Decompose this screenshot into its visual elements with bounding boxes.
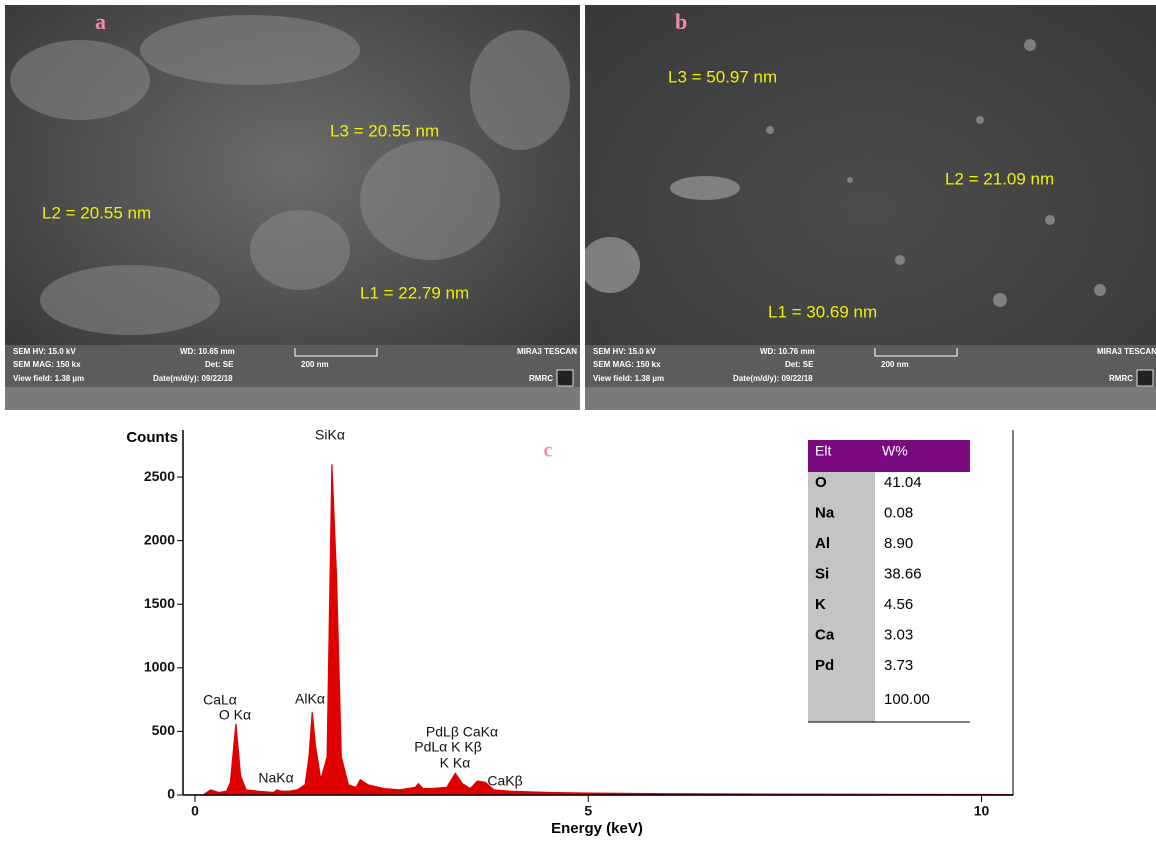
- info-hv: SEM HV: 15.0 kV: [13, 347, 76, 356]
- peak-label: CaKβ: [487, 773, 522, 789]
- table-value: 38.66: [884, 565, 922, 582]
- divider: [580, 0, 585, 415]
- logo: [1137, 370, 1153, 386]
- info-bar-lower: [585, 345, 1156, 387]
- info-date: Date(m/d/y): 09/22/18: [733, 374, 813, 383]
- table-element: Pd: [815, 657, 834, 674]
- info-lab: RMRC: [529, 374, 553, 383]
- measurement: L3 = 20.55 nm: [330, 121, 439, 140]
- info-brand: MIRA3 TESCAN: [517, 347, 577, 356]
- info-det: Det: SE: [785, 360, 814, 369]
- info-mag: SEM MAG: 150 kx: [13, 360, 81, 369]
- table-element: K: [815, 596, 826, 613]
- info-scale: 200 nm: [881, 360, 909, 369]
- panel-label: b: [675, 9, 687, 34]
- x-tick-label: 0: [191, 803, 199, 819]
- y-tick-label: 1500: [144, 595, 175, 611]
- info-view: View field: 1.38 µm: [593, 374, 664, 383]
- table-element: Ca: [815, 626, 835, 643]
- measurement: L1 = 30.69 nm: [768, 302, 877, 321]
- panel-label: c: [544, 440, 553, 462]
- info-wd: WD: 10.76 mm: [760, 347, 815, 356]
- y-axis-label: Counts: [126, 429, 178, 446]
- peak-label: AlKα: [295, 691, 325, 707]
- info-mag: SEM MAG: 150 kx: [593, 360, 661, 369]
- x-tick-label: 5: [584, 803, 592, 819]
- y-tick-label: 2000: [144, 531, 175, 547]
- info-scale: 200 nm: [301, 360, 329, 369]
- y-tick-label: 1000: [144, 659, 175, 675]
- info-date: Date(m/d/y): 09/22/18: [153, 374, 233, 383]
- y-tick-label: 500: [152, 722, 176, 738]
- table-value: 8.90: [884, 535, 913, 552]
- info-wd: WD: 10.65 mm: [180, 347, 235, 356]
- table-element: Al: [815, 535, 830, 552]
- measurement: L2 = 20.55 nm: [42, 203, 151, 222]
- table-total: 100.00: [884, 691, 930, 708]
- logo: [557, 370, 573, 386]
- info-brand: MIRA3 TESCAN: [1097, 347, 1156, 356]
- table-header-cell: Elt: [815, 443, 831, 459]
- panel-label: a: [95, 9, 106, 34]
- measurement: L1 = 22.79 nm: [360, 283, 469, 302]
- peak-label: SiKα: [315, 427, 345, 443]
- y-tick-label: 2500: [144, 468, 175, 484]
- x-axis-label: Energy (keV): [551, 820, 643, 837]
- peak-label: O Kα: [219, 707, 251, 723]
- peak-label: CaLα: [203, 692, 237, 708]
- table-element: Si: [815, 565, 829, 582]
- info-hv: SEM HV: 15.0 kV: [593, 347, 656, 356]
- y-tick-label: 0: [167, 786, 175, 802]
- page: a L3 = 20.55 nm L2 = 20.55 nm L1 = 22.79 nm…: [0, 0, 1156, 841]
- table-value: 0.08: [884, 504, 913, 521]
- table-element: Na: [815, 504, 835, 521]
- x-tick-label: 10: [974, 803, 990, 819]
- measurement: L2 = 21.09 nm: [945, 169, 1054, 188]
- info-bar-lower: [5, 345, 580, 387]
- figure: a L3 = 20.55 nm L2 = 20.55 nm L1 = 22.79 nm…: [0, 0, 1156, 841]
- measurement: L3 = 50.97 nm: [668, 67, 777, 86]
- info-lab: RMRC: [1109, 374, 1133, 383]
- peak-label: K Kα: [440, 755, 471, 771]
- table-value: 3.03: [884, 626, 913, 643]
- table-element: O: [815, 474, 827, 491]
- info-view: View field: 1.38 µm: [13, 374, 84, 383]
- table-value: 4.56: [884, 596, 913, 613]
- peak-label: PdLβ CaKα: [426, 724, 498, 740]
- table-value: 41.04: [884, 474, 922, 491]
- info-det: Det: SE: [205, 360, 234, 369]
- table-header-cell: W%: [882, 443, 908, 459]
- peak-label: PdLα K Kβ: [414, 739, 482, 755]
- table-value: 3.73: [884, 657, 913, 674]
- peak-label: NaKα: [258, 770, 293, 786]
